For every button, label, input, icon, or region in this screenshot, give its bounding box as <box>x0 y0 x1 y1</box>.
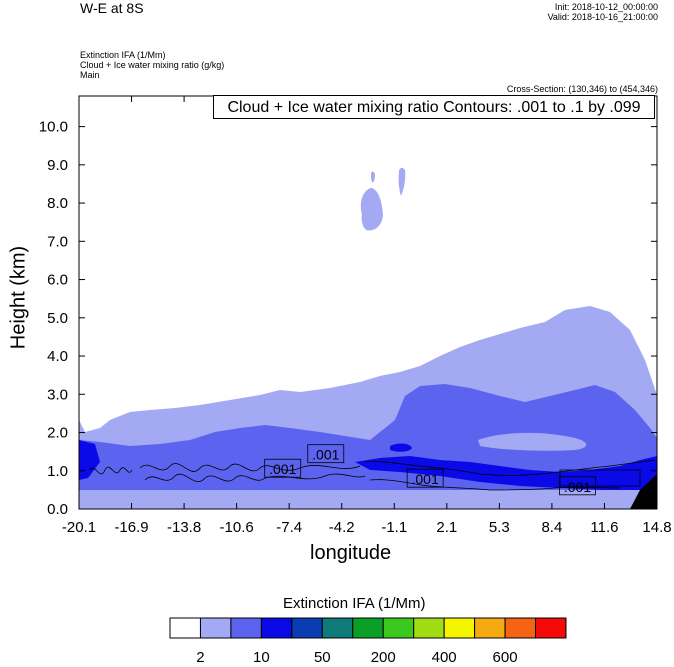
y-tick-label: 2.0 <box>47 425 68 442</box>
colorbar-cell <box>535 617 567 639</box>
field-descriptions: Extinction IFA (1/Mm) Cloud + Ice water … <box>80 50 224 80</box>
extinction-gap <box>478 432 587 451</box>
x-tick-label: -4.2 <box>329 519 355 536</box>
colorbar-cell <box>382 617 415 639</box>
y-tick-label: 8.0 <box>47 195 68 212</box>
y-tick-label: 6.0 <box>47 272 68 289</box>
colorbar-label: 200 <box>371 649 396 666</box>
contour-label: .001 <box>412 471 439 487</box>
x-tick-label: -13.8 <box>167 519 201 536</box>
x-tick-label: -20.1 <box>62 519 96 536</box>
contour-label: .001 <box>312 447 339 463</box>
field-mixing-ratio: Cloud + Ice water mixing ratio (g/kg) <box>80 60 225 70</box>
init-valid-times: Init: 2018-10-12_00:00:00 Valid: 2018-10… <box>548 2 658 22</box>
contour-label: .001 <box>564 479 591 495</box>
terrain <box>630 474 657 509</box>
y-tick-label: 9.0 <box>47 157 68 174</box>
colorbar-label: 2 <box>196 649 204 666</box>
x-tick-label: -10.6 <box>220 519 254 536</box>
mixing-ratio-contours <box>89 459 656 491</box>
y-tick-label: 0.0 <box>47 501 68 518</box>
contour-label-box <box>264 458 302 478</box>
contour-label: .001 <box>269 461 296 477</box>
contour-label-box <box>559 476 596 496</box>
valid-time: Valid: 2018-10-16_21:00:00 <box>547 12 658 22</box>
x-tick-label: -1.1 <box>381 519 407 536</box>
x-axis: -20.1 -16.9 -13.8 -10.6 -7.4 -4.2 -1.1 2.1 5.3 8.… <box>62 96 672 536</box>
chart-title: W-E at 8S <box>80 0 144 16</box>
extinction-upper-cloud-2 <box>398 167 406 196</box>
colorbar-label: 50 <box>314 649 331 666</box>
y-axis: 0.0 1.0 2.0 3.0 4.0 5.0 6.0 7.0 8.0 9.0 10.0 <box>39 119 657 518</box>
colorbar: 2 10 50 200 400 600 <box>169 617 567 666</box>
y-tick-label: 10.0 <box>39 119 68 136</box>
plot-area <box>79 96 657 509</box>
x-tick-label: 11.6 <box>590 519 618 536</box>
colorbar-cell <box>199 617 232 639</box>
colorbar-cell <box>352 617 384 639</box>
colorbar-label: 600 <box>493 649 518 666</box>
y-tick-label: 3.0 <box>47 386 68 403</box>
contour-labels: .001 .001 .001 .001 <box>264 444 596 496</box>
contour-label-box <box>307 444 345 464</box>
contour-info-box: Cloud + Ice water mixing ratio Contours:… <box>213 95 655 119</box>
y-tick-label: 7.0 <box>47 233 68 250</box>
colorbar-cell <box>321 617 354 639</box>
colorbar-label: 10 <box>253 649 270 666</box>
y-tick-label: 5.0 <box>47 310 68 327</box>
x-tick-label: 8.4 <box>541 519 562 536</box>
x-tick-label: -7.4 <box>276 519 302 536</box>
extinction-upper-cloud-3 <box>371 171 375 183</box>
init-time: Init: 2018-10-12_00:00:00 <box>554 2 658 12</box>
cross-section-label: Cross-Section: (130,346) to (454,346) <box>506 84 658 94</box>
x-tick-label: -16.9 <box>114 519 148 536</box>
extinction-upper-cloud <box>360 188 383 231</box>
extinction-surface-layer <box>79 490 657 509</box>
x-tick-label: 5.3 <box>489 519 510 536</box>
colorbar-label: 400 <box>432 649 457 666</box>
y-tick-label: 4.0 <box>47 348 68 365</box>
colorbar-cell <box>443 617 476 639</box>
colorbar-cell <box>169 617 201 639</box>
colorbar-cell <box>260 617 293 639</box>
colorbar-cell <box>474 617 506 639</box>
x-tick-label: 14.8 <box>642 519 671 536</box>
y-axis-label: Height (km) <box>7 245 30 350</box>
colorbar-title: Extinction IFA (1/Mm) <box>283 595 426 612</box>
x-tick-label: 2.1 <box>436 519 457 536</box>
colorbar-cell <box>504 617 537 639</box>
y-tick-label: 1.0 <box>47 463 68 480</box>
contour-label-box <box>406 468 444 488</box>
colorbar-cell <box>413 617 445 639</box>
field-main: Main <box>80 70 100 80</box>
extinction-dark-region <box>79 440 657 500</box>
x-axis-label: longitude <box>310 542 392 564</box>
colorbar-cell <box>291 617 323 639</box>
field-extinction: Extinction IFA (1/Mm) <box>80 50 166 60</box>
colorbar-cell <box>230 617 262 639</box>
